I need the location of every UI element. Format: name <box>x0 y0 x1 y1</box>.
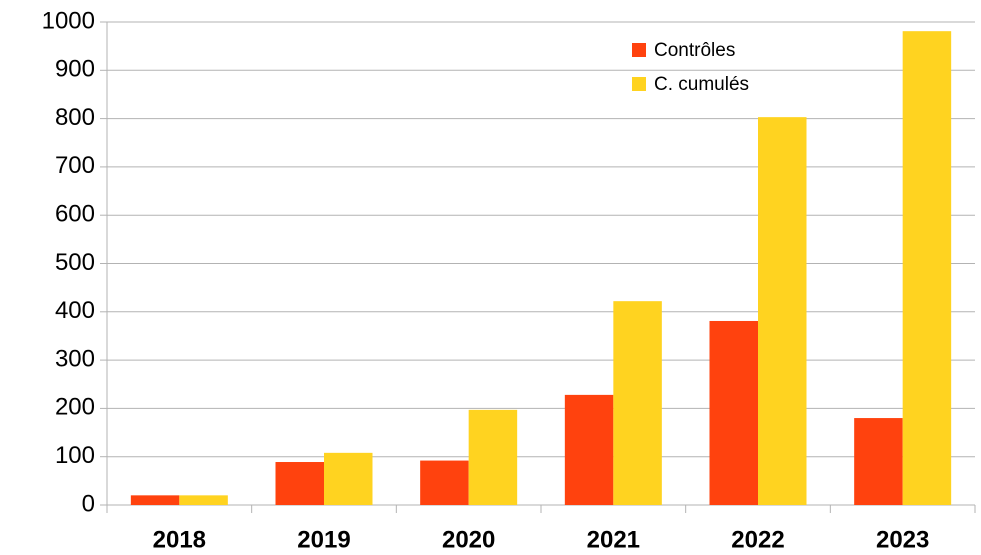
bar <box>468 409 518 505</box>
bar <box>613 301 662 505</box>
legend-label: Contrôles <box>654 40 735 61</box>
bar <box>179 495 228 505</box>
legend-swatch <box>632 43 646 57</box>
x-tick-label: 2022 <box>731 526 784 553</box>
legend-label: C. cumulés <box>654 74 749 95</box>
bar <box>854 418 903 505</box>
y-tick-label: 700 <box>55 152 95 179</box>
legend-swatch <box>632 77 646 91</box>
y-tick-label: 900 <box>55 56 95 83</box>
bar <box>130 495 180 505</box>
bar <box>564 394 614 505</box>
y-tick-label: 800 <box>55 104 95 131</box>
bar <box>709 320 758 505</box>
bar <box>758 117 807 505</box>
bar <box>275 462 324 505</box>
y-tick-label: 0 <box>82 490 95 517</box>
y-tick-label: 100 <box>55 442 95 469</box>
y-tick-label: 600 <box>55 201 95 228</box>
y-tick-label: 500 <box>55 249 95 276</box>
y-tick-label: 200 <box>55 394 95 421</box>
x-tick-label: 2020 <box>442 526 495 553</box>
bar <box>902 31 952 505</box>
bar <box>324 452 373 505</box>
x-tick-label: 2018 <box>153 526 206 553</box>
bar <box>420 460 469 505</box>
x-tick-label: 2021 <box>587 526 640 553</box>
x-tick-label: 2023 <box>876 526 929 553</box>
y-tick-label: 1000 <box>42 7 95 34</box>
x-tick-label: 2019 <box>297 526 350 553</box>
y-tick-label: 400 <box>55 297 95 324</box>
y-tick-label: 300 <box>55 345 95 372</box>
